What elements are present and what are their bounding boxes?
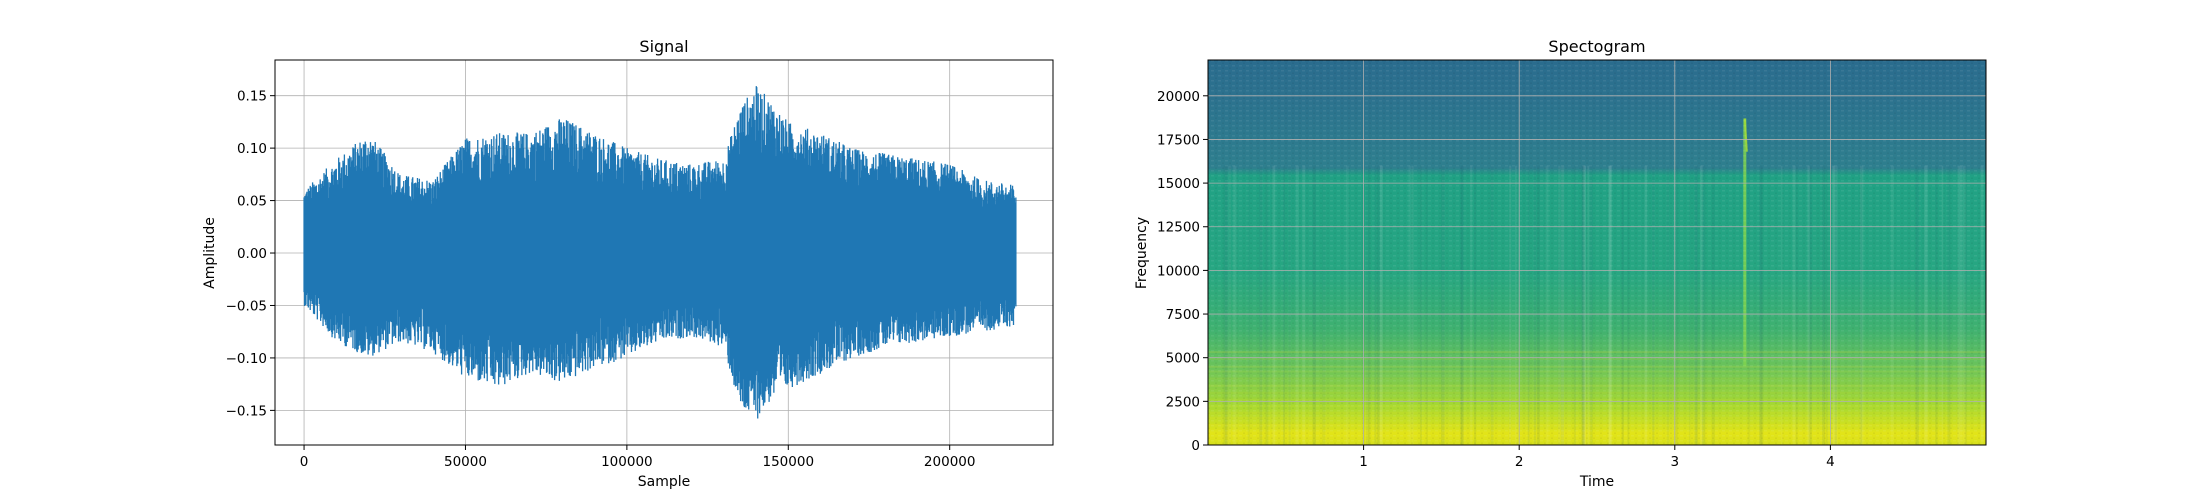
spectrogram-y-ticks: 0 2500 5000 7500 10000 12500 15000 17500 20000 xyxy=(1157,89,1208,454)
spectrogram-noise xyxy=(1208,60,1986,445)
x-tick-label: 150000 xyxy=(763,454,815,470)
signal-panel: Signal 0 50000 100000 150000 200000 −0.15−0.… xyxy=(202,37,1054,490)
y-tick-label: 7500 xyxy=(1166,307,1200,323)
signal-x-ticks: 0 50000 100000 150000 200000 xyxy=(300,445,976,470)
y-tick-label: 0.15 xyxy=(237,89,267,105)
signal-title: Signal xyxy=(639,37,688,56)
y-tick-label: 0.05 xyxy=(237,194,267,210)
signal-x-label: Sample xyxy=(638,474,691,490)
y-tick-label: 15000 xyxy=(1157,176,1200,192)
y-tick-label: 0.00 xyxy=(237,246,267,262)
x-tick-label: 2 xyxy=(1515,454,1524,470)
spectrogram-x-ticks: 1 2 3 4 xyxy=(1359,445,1835,470)
x-tick-label: 50000 xyxy=(444,454,487,470)
spectrogram-grid xyxy=(1208,60,1986,445)
y-tick-label: 2500 xyxy=(1166,394,1200,410)
y-tick-label: −0.15 xyxy=(226,403,267,419)
y-tick-label: 0 xyxy=(1191,438,1200,454)
signal-y-ticks: −0.15 −0.10 −0.05 0.00 0.05 0.10 0.15 xyxy=(226,89,275,419)
x-tick-label: 200000 xyxy=(924,454,976,470)
x-tick-label: 1 xyxy=(1359,454,1368,470)
spectrogram-title: Spectogram xyxy=(1548,37,1645,56)
waveform-trace xyxy=(303,86,1017,419)
y-tick-label: 0.10 xyxy=(237,141,267,157)
spectrogram-x-label: Time xyxy=(1579,474,1614,490)
x-tick-label: 3 xyxy=(1671,454,1680,470)
signal-waveform xyxy=(303,86,1017,419)
x-tick-label: 0 xyxy=(300,454,309,470)
signal-axes-frame xyxy=(274,59,1054,446)
y-tick-label: 20000 xyxy=(1157,89,1200,105)
y-tick-label: 5000 xyxy=(1166,351,1200,367)
spectrogram-y-label: Frequency xyxy=(1134,217,1150,289)
spectrogram-axes-frame xyxy=(1207,59,1987,446)
x-tick-label: 4 xyxy=(1826,454,1835,470)
signal-y-label: Amplitude xyxy=(202,217,218,289)
y-tick-label: 17500 xyxy=(1157,132,1200,148)
y-tick-label: 12500 xyxy=(1157,220,1200,236)
spectrogram-panel: Spectogram 1 2 3 4 0 2500 5000 7500 10000 12500 1… xyxy=(1134,37,1987,490)
y-tick-label: −0.10 xyxy=(226,351,267,367)
x-tick-label: 100000 xyxy=(601,454,653,470)
y-tick-label: −0.05 xyxy=(226,298,267,314)
y-tick-label: 10000 xyxy=(1157,263,1200,279)
